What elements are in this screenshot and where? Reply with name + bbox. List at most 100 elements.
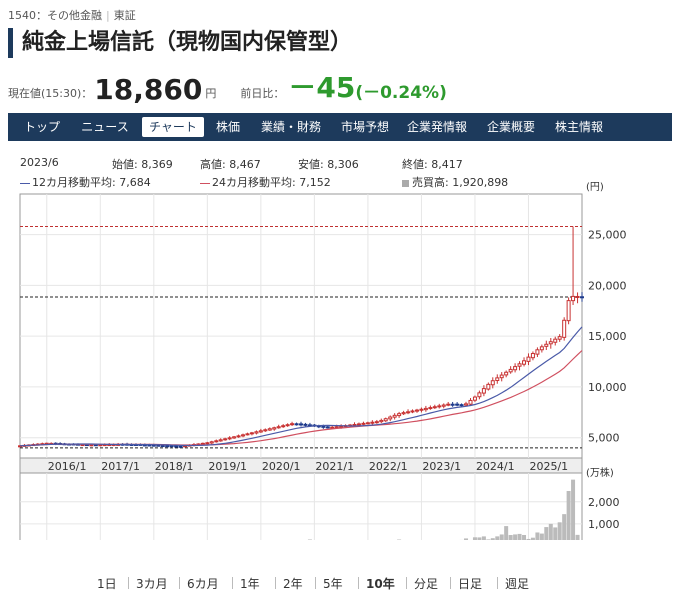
nav-tab-forecast[interactable]: 市場予想 [340,120,389,134]
volume-bar [481,536,486,540]
candle-body [526,356,531,362]
volume-bar [472,537,477,540]
candle-body [218,439,223,442]
candle-body [548,341,553,345]
volume-bar [513,534,518,540]
price-plot-frame [19,193,583,459]
candle-body [450,403,455,406]
candle-body [321,425,326,428]
volume-bar [504,526,509,540]
nav-tab-shareholder-info[interactable]: 株主情報 [554,120,603,134]
nav-tab-company-news[interactable]: 企業発情報 [406,120,467,134]
candle-body [513,366,518,371]
candle-body [356,423,361,426]
candle-body [388,416,393,420]
candle-body [490,380,495,386]
candle-body [383,418,388,422]
x-tick-label: 2017/1 [101,460,140,473]
volume-bar [517,533,522,540]
candle-body [530,352,535,359]
stock-category: ：その他金融 [36,9,102,22]
ma12-legend-swatch [20,182,30,184]
volume-unit-label: (万株) [586,466,614,479]
candle-body [169,445,174,448]
candle-body [557,336,562,340]
candle-body [263,429,268,432]
divider: | [106,9,110,22]
candle-body [160,445,165,448]
candle-body [455,403,460,406]
nav-tab-financials[interactable]: 業績・財務 [260,120,321,134]
volume-bar [490,538,495,540]
candle-body [165,445,170,448]
candle-body [245,433,250,436]
period-option[interactable]: 分足 [414,577,439,591]
period-option[interactable]: 5年 [323,577,343,591]
period-option[interactable]: 1年 [240,577,260,591]
candle-body [486,383,491,390]
info-ma24: 24カ月移動平均: 7,152 [200,174,331,190]
nav-tab-chart[interactable]: チャート [142,117,204,137]
volume-bar [548,523,553,540]
price-tick-label: 20,000 [588,279,627,292]
volume-bar [495,536,500,540]
volume-bar [307,539,312,540]
candle-body [272,427,277,430]
candle-body [178,445,183,448]
period-divider [275,577,276,589]
volume-plot-frame [19,472,583,540]
info-volume: 売買高: 1,920,898 [402,174,508,190]
period-option[interactable]: 10年 [366,577,395,591]
volume-bar [508,535,513,540]
candle-body [156,444,161,447]
volume-bar [562,514,567,540]
x-tick-label: 2020/1 [262,460,301,473]
candle-body [432,406,437,409]
candle-body [517,363,522,367]
candle-body [200,442,205,445]
period-divider [406,577,407,589]
candle-body [281,425,286,428]
candle-body [504,371,509,376]
volume-bar [526,538,531,540]
candle-body [370,421,375,424]
x-tick-label: 2022/1 [369,460,408,473]
nav-tab-company-profile[interactable]: 企業概要 [486,120,535,134]
period-selector: 1日 3カ月 6カ月 1年 2年 5年 10年 分足 日足 週足 [0,575,677,591]
nav-tab-news[interactable]: ニュース [81,120,129,134]
candle-body [414,409,419,412]
candle-body [401,412,406,415]
period-option[interactable]: 6カ月 [187,577,219,591]
candle-body [89,444,94,447]
x-tick-label: 2025/1 [529,460,568,473]
candle-body [325,426,330,429]
period-option[interactable]: 週足 [505,577,530,591]
candle-body [254,431,259,434]
volume-legend-text: 売買高: 1,920,898 [412,176,509,189]
candle-body [419,408,424,411]
x-tick-label: 2024/1 [476,460,515,473]
period-option[interactable]: 2年 [283,577,303,591]
candle-body [539,346,544,351]
stock-code-line: 1540：その他金融 | 東証 [8,7,136,23]
candle-body [575,295,580,298]
nav-tab-stock-price[interactable]: 株価 [215,120,240,134]
candle-body [236,435,241,438]
volume-bar [522,534,527,540]
nav-tab-top[interactable]: トップ [23,120,60,134]
candle-body [499,374,504,379]
candle-body [379,419,384,423]
period-option[interactable]: 日足 [458,577,483,591]
period-option[interactable]: 1日 [97,577,117,591]
candle-body [481,388,486,394]
candle-body [428,407,433,410]
market-name: 東証 [113,9,136,22]
candle-body [174,445,179,448]
period-option[interactable]: 3カ月 [136,577,168,591]
candle-body [223,438,228,441]
candle-body [276,426,281,429]
candle-body [214,440,219,443]
volume-bar [486,539,491,540]
info-low: 安値: 8,306 [298,158,359,171]
candle-body [410,410,415,413]
